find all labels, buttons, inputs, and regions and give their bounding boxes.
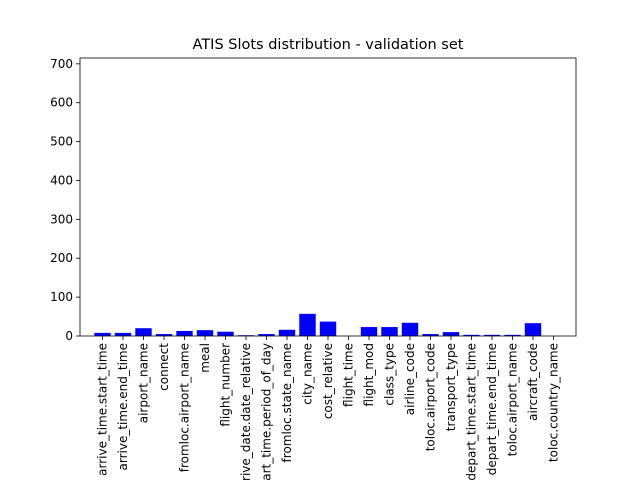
bar-airline-code xyxy=(401,322,419,336)
bar-flight-number xyxy=(217,331,234,336)
x-tick-label: depart_time.start_time xyxy=(465,343,479,480)
bar-depart-time-start-time xyxy=(463,334,480,336)
bar-toloc-airport-name xyxy=(504,334,521,336)
x-tick-label: arrive_date.date_relative xyxy=(239,343,253,480)
x-tick-label: cost_relative xyxy=(321,343,335,419)
bar-cost-relative xyxy=(319,321,337,336)
x-tick-label: fromloc.airport_name xyxy=(178,343,192,472)
bar-class-type xyxy=(381,327,398,336)
x-tick-label: flight_mod xyxy=(362,343,376,406)
x-tick-label: fromloc.state_name xyxy=(280,343,294,462)
plot-frame xyxy=(79,57,577,337)
x-tick-label: depart_time.period_of_day xyxy=(260,343,274,480)
x-tick-label: class_type xyxy=(383,343,397,406)
x-tick-label: meal xyxy=(198,343,212,373)
x-tick-label: airline_code xyxy=(403,343,417,415)
bar-depart-time-end-time xyxy=(483,334,501,336)
y-tick-label: 200 xyxy=(50,251,73,265)
x-axis: arrive_time.start_time arrive_time.end_ti… xyxy=(96,336,561,480)
y-tick-label: 500 xyxy=(50,135,73,149)
x-tick-label: airport_name xyxy=(137,343,151,423)
bars-layer xyxy=(94,313,542,336)
x-tick-label: flight_number xyxy=(219,343,233,427)
bar-transport-type xyxy=(442,332,460,336)
y-tick-label: 400 xyxy=(50,173,73,187)
y-tick-label: 600 xyxy=(50,96,73,110)
x-tick-label: arrive_time.end_time xyxy=(116,343,130,470)
x-tick-label: connect xyxy=(157,343,171,391)
x-tick-label: toloc.airport_name xyxy=(506,343,520,456)
bar-depart-time-period-of-day xyxy=(258,334,275,336)
x-tick-label: toloc.airport_code xyxy=(424,343,438,451)
x-tick-label: arrive_time.start_time xyxy=(96,343,110,476)
x-tick-label: aircraft_code xyxy=(526,343,540,421)
bar-connect xyxy=(155,334,173,336)
bar-flight-mod xyxy=(360,327,378,336)
bar-city-name xyxy=(299,313,316,336)
bar-meal xyxy=(196,330,214,336)
bar-fromloc-state-name xyxy=(278,329,296,336)
x-tick-label: transport_type xyxy=(444,343,458,431)
bar-airport-name xyxy=(135,328,152,336)
x-tick-label: depart_time.end_time xyxy=(485,343,499,475)
y-tick-label: 0 xyxy=(65,329,73,343)
y-tick-label: 300 xyxy=(50,212,73,226)
bar-toloc-airport-code xyxy=(422,334,439,336)
bar-arrive-time-start-time xyxy=(94,332,111,336)
chart-title: ATIS Slots distribution - validation set xyxy=(193,37,464,53)
y-axis: 0 100 200 300 400 500 600 700 xyxy=(50,57,80,343)
bar-fromloc-airport-name xyxy=(176,330,193,336)
bar-aircraft-code xyxy=(524,323,542,336)
x-tick-label: flight_time xyxy=(342,343,356,407)
x-tick-label: city_name xyxy=(301,343,315,405)
y-tick-label: 700 xyxy=(50,57,73,71)
bar-arrive-time-end-time xyxy=(114,332,132,336)
x-tick-label: toloc.country_name xyxy=(547,343,561,462)
y-tick-label: 100 xyxy=(50,290,73,304)
